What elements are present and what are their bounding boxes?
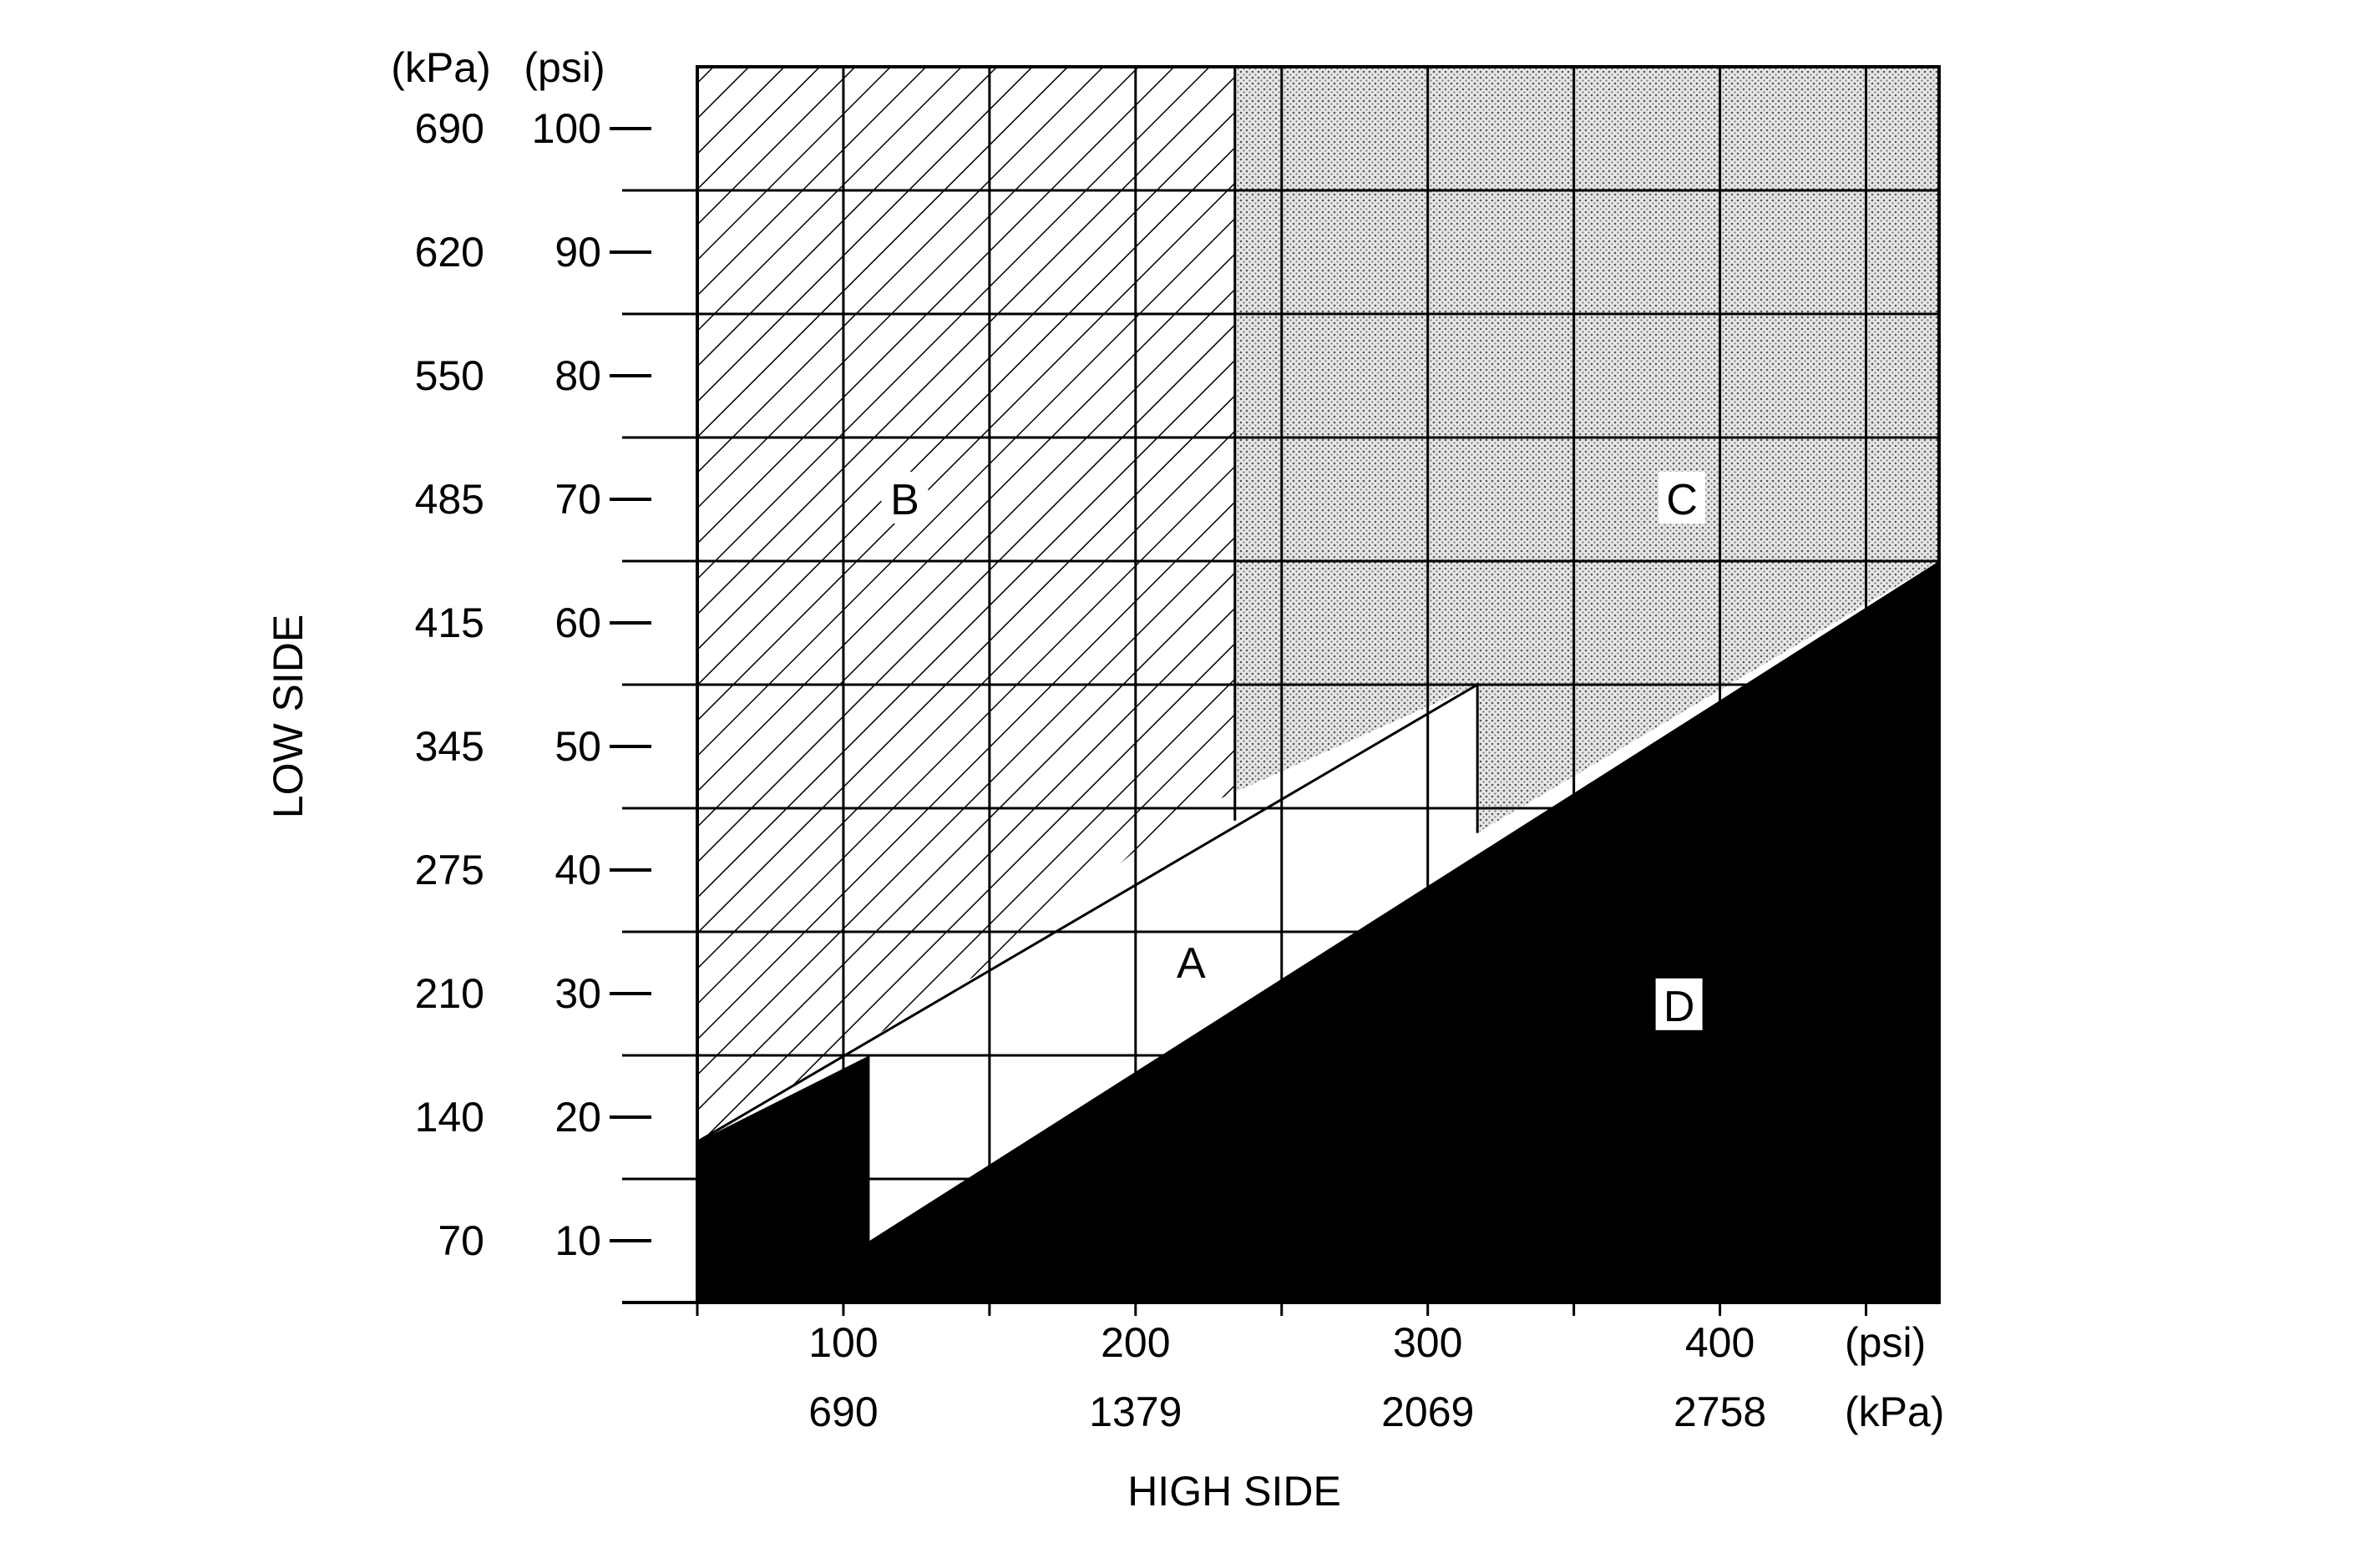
region-b-label-box <box>881 472 929 524</box>
y-tick-label-kpa: 70 <box>438 1217 484 1264</box>
x-tick-label-kpa: 2069 <box>1381 1389 1474 1435</box>
y-tick-label-kpa: 485 <box>415 476 484 523</box>
region-a-label: A <box>1177 939 1206 988</box>
region-d-label-box <box>1655 978 1703 1030</box>
y-unit-label-psi: (psi) <box>524 44 605 91</box>
region-outline-layer <box>696 67 1479 1143</box>
y-tick-label-psi: 70 <box>554 476 601 523</box>
y-tick-label-kpa: 690 <box>415 105 484 152</box>
y-tick-label-kpa: 345 <box>415 723 484 770</box>
grid-layer <box>697 67 1939 1303</box>
x-tick-label-kpa: 1379 <box>1089 1389 1182 1435</box>
y-tick-label-psi: 10 <box>554 1217 601 1264</box>
region-a-upper-boundary <box>696 682 1479 1143</box>
y-tick-label-psi: 100 <box>532 105 601 152</box>
y-axis-title: LOW SIDE <box>265 615 311 818</box>
region-c-label: C <box>1666 476 1698 524</box>
x-unit-label-kpa: (kPa) <box>1845 1389 1944 1435</box>
region-a-label-box <box>1167 935 1215 987</box>
label-layer: 100 690 90 620 80 550 70 485 60 415 50 345 40 275 30 21… <box>415 105 1767 1435</box>
x-axis-title: HIGH SIDE <box>1127 1468 1341 1515</box>
y-tick-label-psi: 80 <box>554 352 601 399</box>
region-b-area <box>697 67 1235 1142</box>
x-unit-label-psi: (psi) <box>1845 1319 1926 1366</box>
regions-layer <box>697 67 1939 1303</box>
y-unit-label-kpa: (kPa) <box>391 44 490 91</box>
x-tick-label-psi: 200 <box>1101 1319 1170 1366</box>
y-tick-label-kpa: 620 <box>415 229 484 276</box>
region-d-area <box>697 561 1939 1303</box>
y-tick-label-psi: 60 <box>554 599 601 646</box>
y-tick-label-psi: 30 <box>554 970 601 1017</box>
x-tick-label-psi: 300 <box>1393 1319 1462 1366</box>
y-tick-label-psi: 90 <box>554 229 601 276</box>
x-tick-label-kpa: 2758 <box>1674 1389 1766 1435</box>
region-c-label-box <box>1658 472 1706 524</box>
y-tick-label-psi: 20 <box>554 1094 601 1141</box>
region-c-area <box>1234 67 1939 833</box>
region-b-label: B <box>890 476 919 524</box>
x-tick-label-kpa: 690 <box>808 1389 878 1435</box>
y-tick-label-kpa: 140 <box>415 1094 484 1141</box>
region-d-label: D <box>1663 983 1695 1031</box>
tick-layer <box>610 127 1868 1316</box>
y-tick-label-kpa: 415 <box>415 599 484 646</box>
region-a-area <box>843 685 1478 1241</box>
y-tick-label-kpa: 210 <box>415 970 484 1017</box>
x-tick-label-psi: 100 <box>808 1319 878 1366</box>
y-tick-label-psi: 40 <box>554 847 601 893</box>
y-tick-label-psi: 50 <box>554 723 601 770</box>
x-tick-label-psi: 400 <box>1685 1319 1755 1366</box>
y-tick-label-kpa: 275 <box>415 847 484 893</box>
y-tick-label-kpa: 550 <box>415 352 484 399</box>
